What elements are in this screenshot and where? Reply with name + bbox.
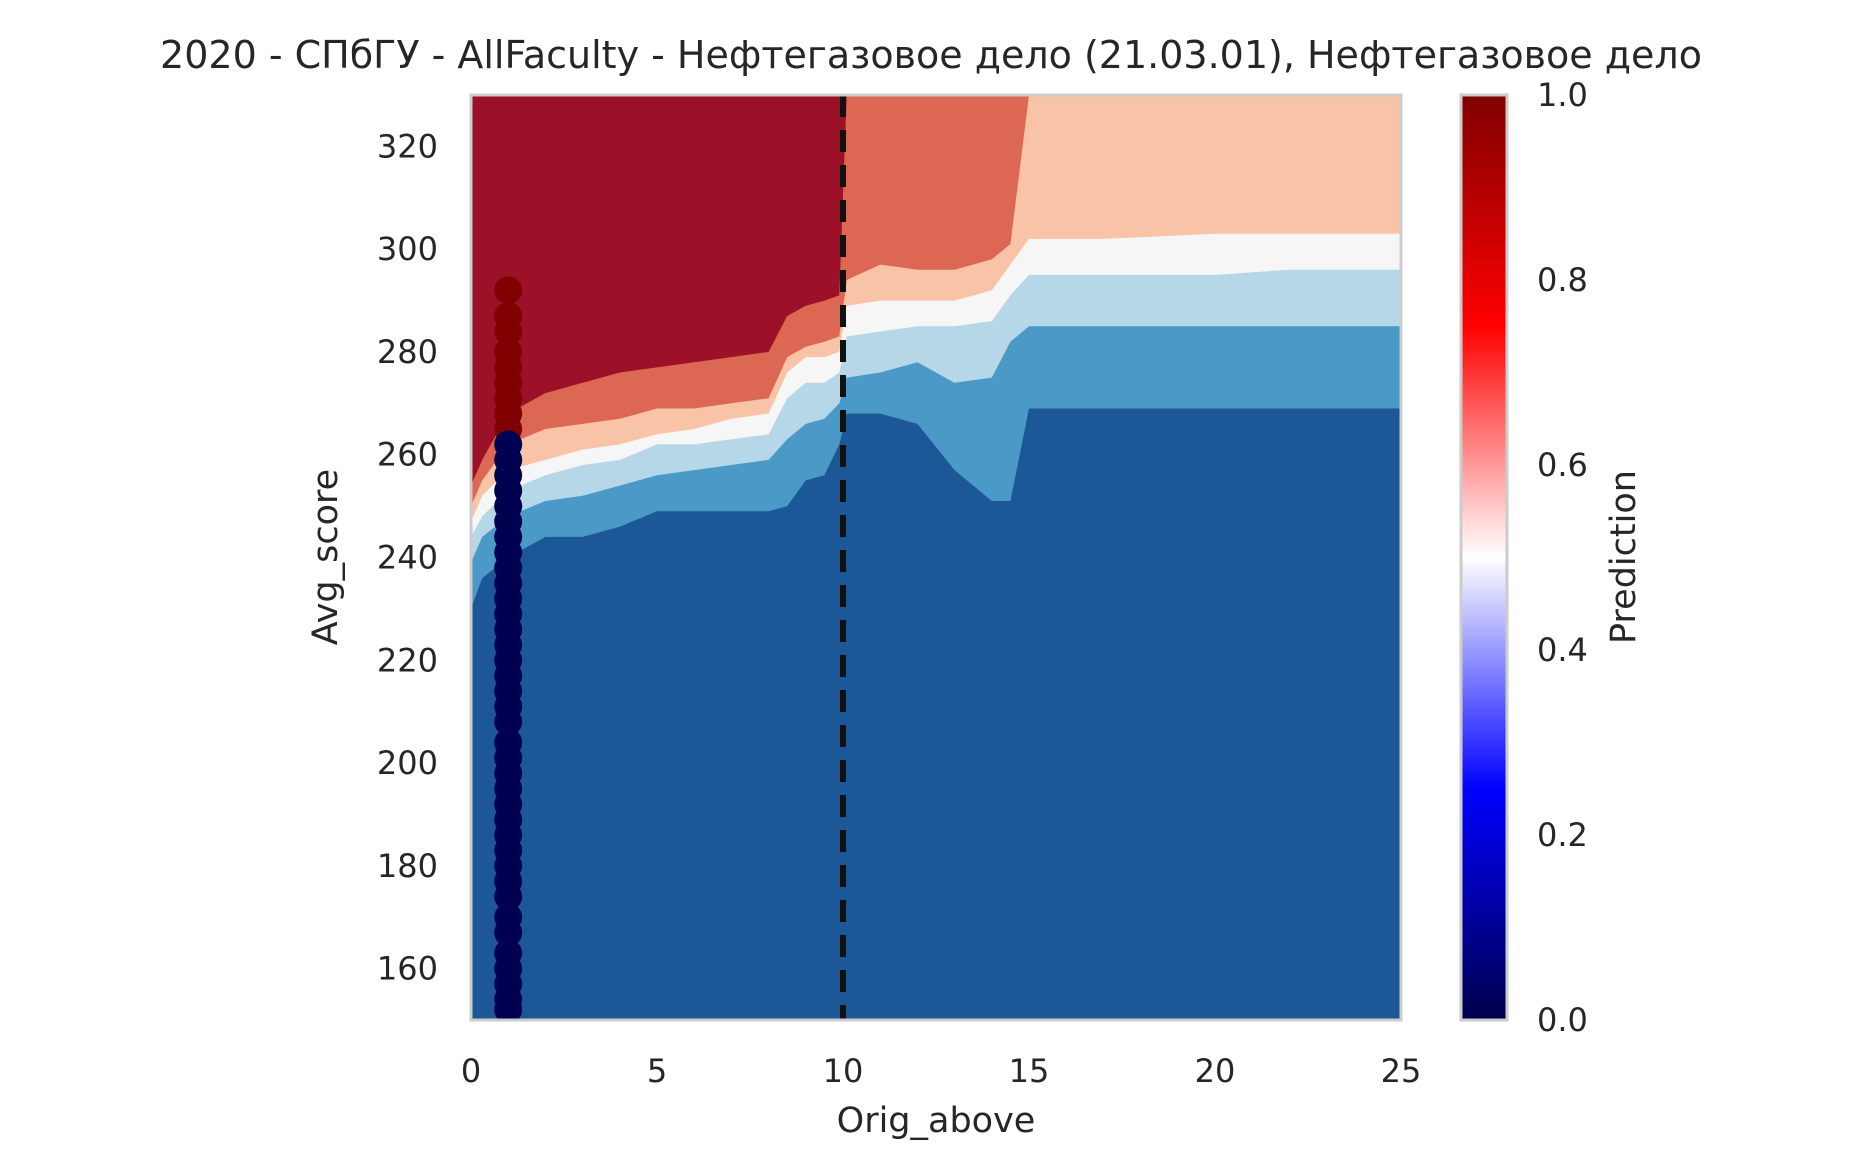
y-tick-label: 240 xyxy=(377,539,438,577)
x-tick-label: 0 xyxy=(461,1052,481,1090)
colorbar-tick-label: 0.8 xyxy=(1537,261,1588,299)
x-tick-label: 10 xyxy=(823,1052,864,1090)
data-point-0-29 xyxy=(494,882,523,911)
y-tick-label: 180 xyxy=(377,847,438,885)
y-tick-label: 200 xyxy=(377,744,438,782)
data-point-0-31 xyxy=(494,918,523,947)
x-tick-label: 15 xyxy=(1009,1052,1050,1090)
x-tick-label: 5 xyxy=(647,1052,667,1090)
y-axis-ticks: 160 180 200 220 240 260 280 300 320 xyxy=(377,127,438,987)
y-tick-label: 280 xyxy=(377,333,438,371)
colorbar-tick-label: 0.6 xyxy=(1537,446,1588,484)
colorbar-tick-label: 0.4 xyxy=(1537,631,1588,669)
y-tick-label: 300 xyxy=(377,230,438,268)
contour-band-6 xyxy=(471,95,1401,486)
y-tick-label: 220 xyxy=(377,641,438,679)
y-tick-label: 160 xyxy=(377,950,438,988)
y-axis-label: Avg_score xyxy=(306,469,346,645)
data-point-0-36 xyxy=(494,995,523,1020)
x-axis-label: Orig_above xyxy=(837,1101,1036,1141)
x-axis-ticks: 0 5 10 15 20 25 xyxy=(461,1052,1422,1090)
contour-fill xyxy=(471,95,1401,609)
x-tick-label: 20 xyxy=(1195,1052,1236,1090)
scatter-points xyxy=(494,276,523,1020)
colorbar-tick-label: 0.0 xyxy=(1537,1001,1588,1039)
data-point-1-2 xyxy=(494,317,523,346)
colorbar-ticks: 0.0 0.2 0.4 0.6 0.8 1.0 xyxy=(1537,76,1588,1039)
chart-title: 2020 - СПбГУ - AllFaculty - Нефтегазовое… xyxy=(160,33,1702,77)
colorbar-tick-label: 1.0 xyxy=(1537,76,1588,114)
x-tick-label: 25 xyxy=(1381,1052,1422,1090)
colorbar-label: Prediction xyxy=(1604,470,1644,644)
data-point-1-0 xyxy=(494,276,523,305)
plot-frame xyxy=(469,93,1403,1022)
y-tick-label: 320 xyxy=(377,127,438,165)
y-tick-label: 260 xyxy=(377,436,438,474)
data-point-0-18 xyxy=(494,707,523,736)
colorbar xyxy=(1459,93,1509,1022)
colorbar-tick-label: 0.2 xyxy=(1537,816,1588,854)
